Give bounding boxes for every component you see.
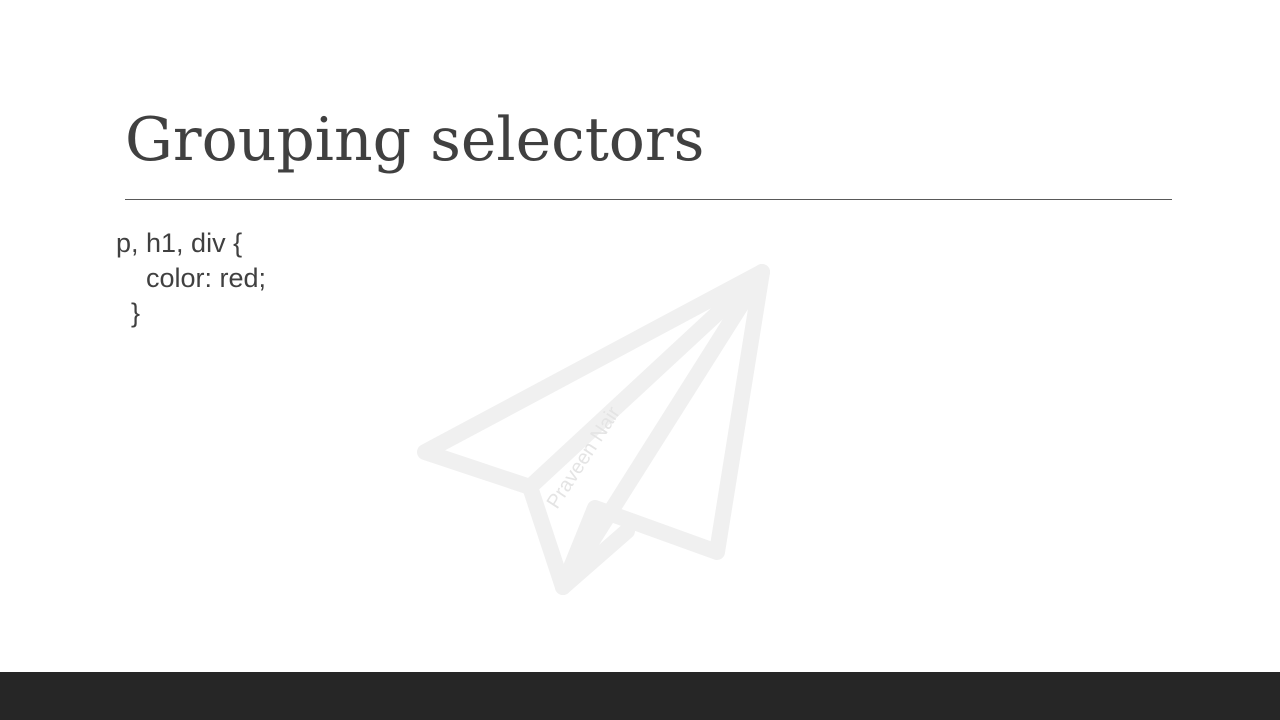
code-line: } <box>116 298 141 328</box>
code-line: p, h1, div { <box>116 228 243 258</box>
paper-plane-watermark: Praveen Nair <box>417 264 770 595</box>
slide-title: Grouping selectors <box>125 105 705 175</box>
code-example: p, h1, div { color: red; } <box>116 226 266 331</box>
paper-plane-icon <box>417 264 770 595</box>
footer-bar <box>0 672 1280 720</box>
code-line: color: red; <box>116 263 267 293</box>
title-divider <box>125 199 1172 200</box>
